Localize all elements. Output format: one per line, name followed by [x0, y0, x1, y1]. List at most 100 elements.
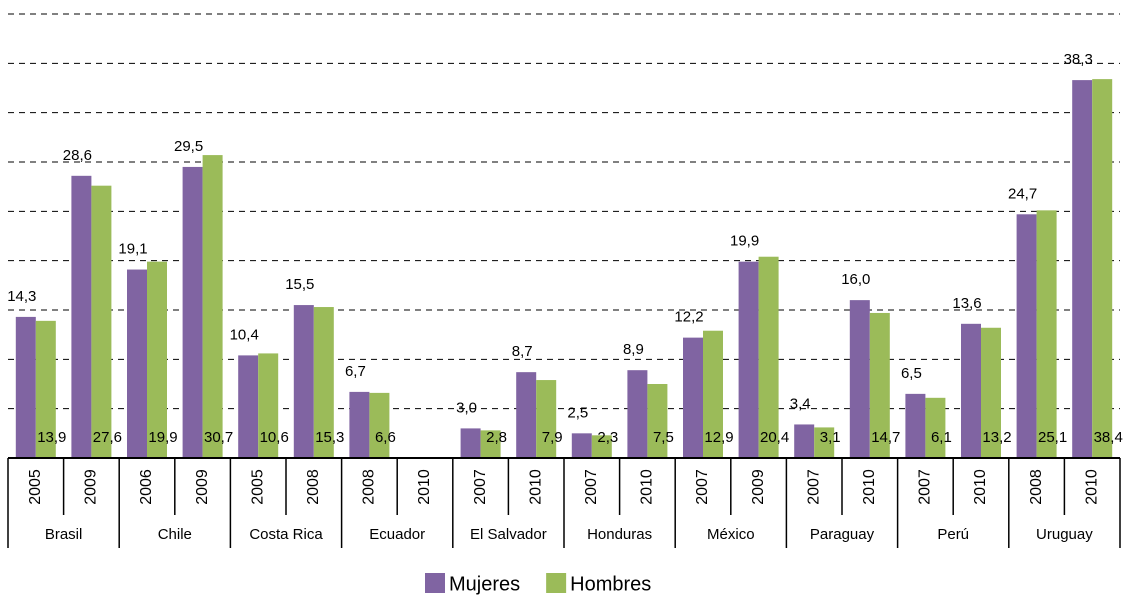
value-label: 38,4 — [1094, 429, 1123, 446]
bar — [536, 380, 557, 458]
value-label: 8,7 — [512, 343, 533, 360]
bar — [15, 316, 36, 458]
bar — [738, 261, 759, 458]
bar — [1092, 79, 1113, 459]
bar — [293, 305, 314, 458]
value-label: 25,1 — [1038, 429, 1067, 446]
value-label: 2,3 — [597, 429, 618, 446]
value-label: 7,9 — [542, 429, 563, 446]
value-label: 12,9 — [704, 429, 733, 446]
value-label: 24,7 — [1008, 185, 1037, 202]
value-label: 10,6 — [260, 429, 289, 446]
bar — [349, 391, 370, 458]
bar — [1072, 80, 1093, 459]
bar — [981, 327, 1001, 458]
legend-label: Hombres — [570, 573, 651, 595]
x-tick-label: 2010 — [861, 469, 878, 505]
value-label: 29,5 — [174, 138, 203, 155]
bar — [591, 435, 612, 458]
x-tick-label: 2010 — [416, 469, 433, 505]
value-label: 6,7 — [345, 363, 366, 380]
bar — [869, 312, 890, 458]
group-label: Ecuador — [369, 526, 425, 543]
value-label: 16,0 — [841, 271, 870, 288]
bar — [703, 330, 723, 458]
group-label: Perú — [937, 526, 969, 543]
value-label: 27,6 — [93, 429, 122, 446]
bar — [1016, 214, 1037, 458]
value-label: 28,6 — [63, 147, 92, 164]
x-tick-label: 2005 — [249, 469, 266, 505]
x-tick-label: 2007 — [917, 469, 934, 505]
value-label: 19,9 — [730, 233, 759, 250]
bar — [258, 353, 279, 458]
x-tick-label: 2009 — [83, 469, 100, 505]
value-label: 3,0 — [456, 399, 477, 416]
bar — [961, 323, 981, 458]
value-label: 10,4 — [230, 326, 259, 343]
bar — [91, 185, 112, 458]
value-label: 6,1 — [931, 429, 952, 446]
bar — [814, 427, 835, 458]
value-label: 13,9 — [37, 429, 66, 446]
legend-swatch — [425, 573, 445, 593]
bar — [516, 372, 537, 458]
legend-label: Mujeres — [449, 573, 520, 595]
x-tick-label: 2010 — [1083, 469, 1100, 505]
value-label: 14,3 — [7, 288, 36, 305]
group-label: Paraguay — [810, 526, 875, 543]
bar — [627, 370, 648, 458]
bar — [147, 261, 167, 458]
bar — [313, 307, 334, 458]
value-label: 6,5 — [901, 365, 922, 382]
bar — [794, 424, 815, 458]
value-label: 8,9 — [623, 341, 644, 358]
legend-swatch — [546, 573, 567, 593]
bar — [758, 256, 779, 458]
value-label: 13,2 — [982, 429, 1011, 446]
x-tick-label: 2010 — [639, 469, 656, 505]
bar — [571, 433, 592, 458]
value-label: 14,7 — [871, 429, 900, 446]
value-label: 13,6 — [952, 295, 981, 312]
value-label: 2,5 — [567, 404, 588, 421]
bar — [460, 428, 481, 458]
bar — [238, 355, 259, 458]
value-label: 12,2 — [674, 309, 703, 326]
x-tick-label: 2007 — [805, 469, 822, 505]
bar — [849, 300, 870, 458]
x-tick-label: 2010 — [527, 469, 544, 505]
x-tick-label: 2009 — [194, 469, 211, 505]
x-tick-label: 2007 — [694, 469, 711, 505]
value-label: 30,7 — [204, 429, 233, 446]
bar — [647, 384, 668, 458]
value-label: 2,8 — [486, 429, 507, 446]
x-tick-label: 2009 — [750, 469, 767, 505]
bar — [480, 430, 501, 458]
bar — [35, 320, 56, 458]
group-label: México — [707, 526, 755, 543]
group-label: Honduras — [587, 526, 652, 543]
group-label: Costa Rica — [249, 526, 323, 543]
value-label: 38,3 — [1064, 51, 1093, 68]
x-tick-label: 2005 — [27, 469, 44, 505]
value-label: 7,5 — [653, 429, 674, 446]
x-tick-label: 2010 — [972, 469, 989, 505]
x-tick-label: 2006 — [138, 469, 155, 505]
group-label: Chile — [158, 526, 192, 543]
x-tick-label: 2008 — [361, 469, 378, 505]
group-label: Brasil — [45, 526, 83, 543]
bar — [369, 392, 390, 458]
x-tick-label: 2007 — [472, 469, 489, 505]
bar — [925, 397, 946, 458]
x-tick-label: 2008 — [305, 469, 322, 505]
value-label: 15,3 — [315, 429, 344, 446]
bar — [202, 155, 223, 459]
group-label: Uruguay — [1036, 526, 1093, 543]
value-label: 6,6 — [375, 429, 396, 446]
bar — [905, 393, 926, 458]
value-label: 20,4 — [760, 429, 789, 446]
value-label: 19,9 — [148, 429, 177, 446]
value-label: 3,1 — [820, 429, 841, 446]
